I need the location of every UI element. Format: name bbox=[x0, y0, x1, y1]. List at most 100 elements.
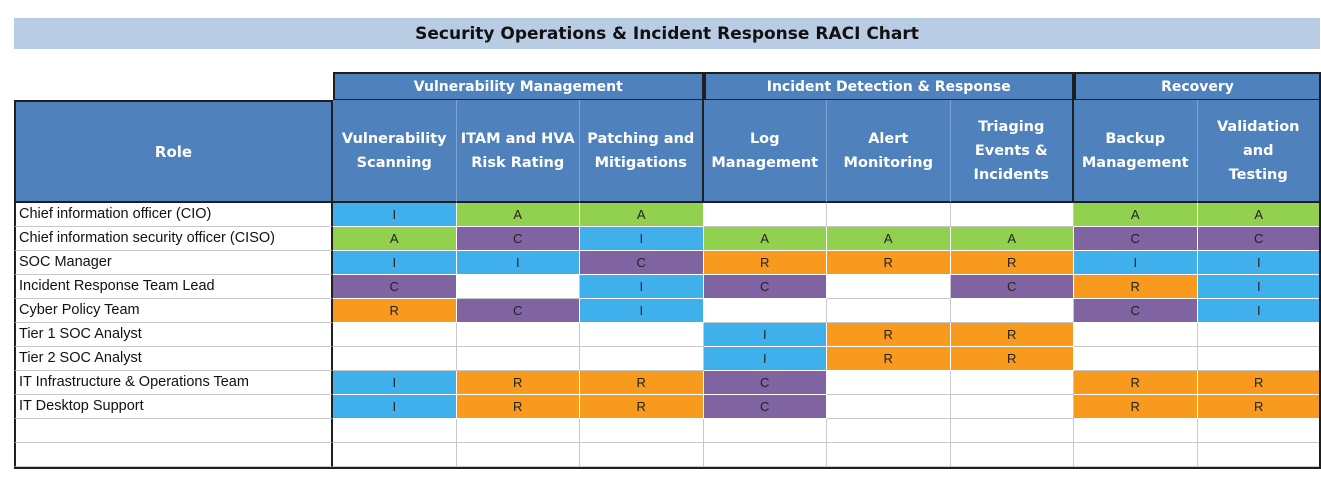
raci-cell: C bbox=[1074, 299, 1198, 323]
table-row: Tier 2 SOC Analyst I R R bbox=[14, 347, 1321, 371]
raci-cell: I bbox=[1197, 275, 1321, 299]
raci-cell: I bbox=[333, 371, 457, 395]
raci-cell: I bbox=[456, 251, 580, 275]
raci-cell: A bbox=[1074, 203, 1198, 227]
raci-cell bbox=[950, 371, 1074, 395]
role-cell: Cyber Policy Team bbox=[14, 299, 333, 323]
raci-cell: A bbox=[580, 203, 704, 227]
raci-cell bbox=[1197, 323, 1321, 347]
column-header: Patching and Mitigations bbox=[580, 100, 704, 203]
raci-cell: I bbox=[1074, 251, 1198, 275]
raci-cell bbox=[1074, 419, 1198, 443]
raci-cell bbox=[950, 443, 1074, 467]
role-cell: Incident Response Team Lead bbox=[14, 275, 333, 299]
raci-cell bbox=[1197, 419, 1321, 443]
raci-cell bbox=[950, 203, 1074, 227]
raci-cell bbox=[1074, 443, 1198, 467]
group-header: Incident Detection & Response bbox=[703, 72, 1074, 100]
column-header: Vulnerability Scanning bbox=[333, 100, 457, 203]
raci-cell: I bbox=[1197, 299, 1321, 323]
raci-cell: R bbox=[580, 395, 704, 419]
table-right-border bbox=[1319, 72, 1321, 469]
raci-cell bbox=[703, 299, 827, 323]
raci-cell: A bbox=[333, 227, 457, 251]
role-cell: Tier 1 SOC Analyst bbox=[14, 323, 333, 347]
role-cell bbox=[14, 443, 333, 467]
raci-cell: C bbox=[580, 251, 704, 275]
raci-cell: I bbox=[580, 227, 704, 251]
raci-cell: C bbox=[333, 275, 457, 299]
raci-cell bbox=[456, 347, 580, 371]
raci-cell bbox=[456, 323, 580, 347]
column-header-label: Backup Management bbox=[1081, 130, 1189, 171]
raci-cell: R bbox=[827, 323, 951, 347]
group-header: Recovery bbox=[1074, 72, 1321, 100]
raci-cell bbox=[580, 323, 704, 347]
raci-cell: R bbox=[1074, 371, 1198, 395]
raci-cell bbox=[827, 299, 951, 323]
group-header: Vulnerability Management bbox=[333, 72, 704, 100]
raci-cell: I bbox=[333, 395, 457, 419]
table-row bbox=[14, 443, 1321, 467]
raci-cell bbox=[703, 419, 827, 443]
role-cell: IT Infrastructure & Operations Team bbox=[14, 371, 333, 395]
raci-cell: C bbox=[1197, 227, 1321, 251]
table-row: Cyber Policy Team R C I C I bbox=[14, 299, 1321, 323]
raci-cell bbox=[950, 299, 1074, 323]
raci-cell: R bbox=[950, 251, 1074, 275]
raci-cell bbox=[333, 419, 457, 443]
raci-cell: R bbox=[827, 251, 951, 275]
raci-cell: R bbox=[1074, 395, 1198, 419]
raci-cell: I bbox=[580, 299, 704, 323]
column-header: Log Management bbox=[703, 100, 827, 203]
raci-cell bbox=[703, 443, 827, 467]
raci-cell bbox=[1074, 323, 1198, 347]
raci-cell: R bbox=[456, 371, 580, 395]
raci-cell: C bbox=[703, 275, 827, 299]
table-row: Incident Response Team Lead C I C C R I bbox=[14, 275, 1321, 299]
column-header: ITAM and HVA Risk Rating bbox=[456, 100, 580, 203]
table-bottom-border bbox=[14, 467, 1321, 469]
column-header-label: Patching and Mitigations bbox=[587, 130, 695, 171]
raci-cell: R bbox=[580, 371, 704, 395]
raci-cell: R bbox=[950, 323, 1074, 347]
raci-cell: I bbox=[333, 203, 457, 227]
column-header-label: ITAM and HVA Risk Rating bbox=[460, 130, 575, 171]
raci-cell: R bbox=[333, 299, 457, 323]
role-cell: Tier 2 SOC Analyst bbox=[14, 347, 333, 371]
raci-cell: C bbox=[703, 371, 827, 395]
raci-cell bbox=[827, 443, 951, 467]
raci-cell: R bbox=[827, 347, 951, 371]
role-column-header: Role bbox=[14, 100, 333, 203]
raci-cell bbox=[456, 419, 580, 443]
column-header: Alert Monitoring bbox=[827, 100, 951, 203]
column-header: Triaging Events & Incidents bbox=[950, 100, 1074, 203]
raci-cell: R bbox=[456, 395, 580, 419]
column-header-label: Validation and Testing bbox=[1216, 118, 1300, 183]
raci-cell bbox=[580, 419, 704, 443]
table-row: Tier 1 SOC Analyst I R R bbox=[14, 323, 1321, 347]
raci-cell bbox=[580, 347, 704, 371]
role-cell: IT Desktop Support bbox=[14, 395, 333, 419]
role-cell: Chief information officer (CIO) bbox=[14, 203, 333, 227]
table-row bbox=[14, 419, 1321, 443]
table-row: IT Infrastructure & Operations Team I R R C R… bbox=[14, 371, 1321, 395]
role-cell: Chief information security officer (CISO… bbox=[14, 227, 333, 251]
raci-cell: R bbox=[950, 347, 1074, 371]
raci-cell bbox=[456, 275, 580, 299]
raci-cell bbox=[333, 443, 457, 467]
table-row: Chief information security officer (CISO… bbox=[14, 227, 1321, 251]
raci-cell bbox=[827, 371, 951, 395]
raci-cell: R bbox=[1197, 371, 1321, 395]
raci-cell: A bbox=[950, 227, 1074, 251]
raci-cell: A bbox=[456, 203, 580, 227]
role-cell: SOC Manager bbox=[14, 251, 333, 275]
chart-title: Security Operations & Incident Response … bbox=[415, 23, 919, 44]
raci-cell bbox=[827, 395, 951, 419]
raci-cell: R bbox=[703, 251, 827, 275]
raci-cell: A bbox=[1197, 203, 1321, 227]
raci-cell: I bbox=[703, 323, 827, 347]
raci-cell: I bbox=[333, 251, 457, 275]
raci-cell bbox=[827, 203, 951, 227]
raci-cell: C bbox=[1074, 227, 1198, 251]
